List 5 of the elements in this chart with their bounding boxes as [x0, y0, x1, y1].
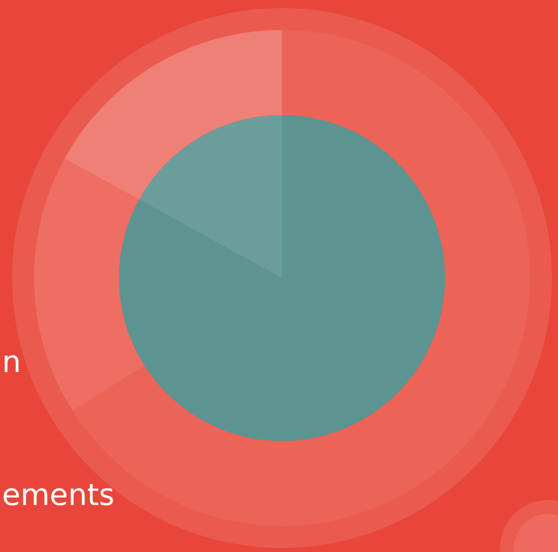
text: ements [2, 478, 115, 513]
pie-slice [119, 115, 445, 441]
donut-slice [64, 30, 282, 200]
pie-slice [139, 115, 282, 278]
text: n [2, 345, 22, 380]
